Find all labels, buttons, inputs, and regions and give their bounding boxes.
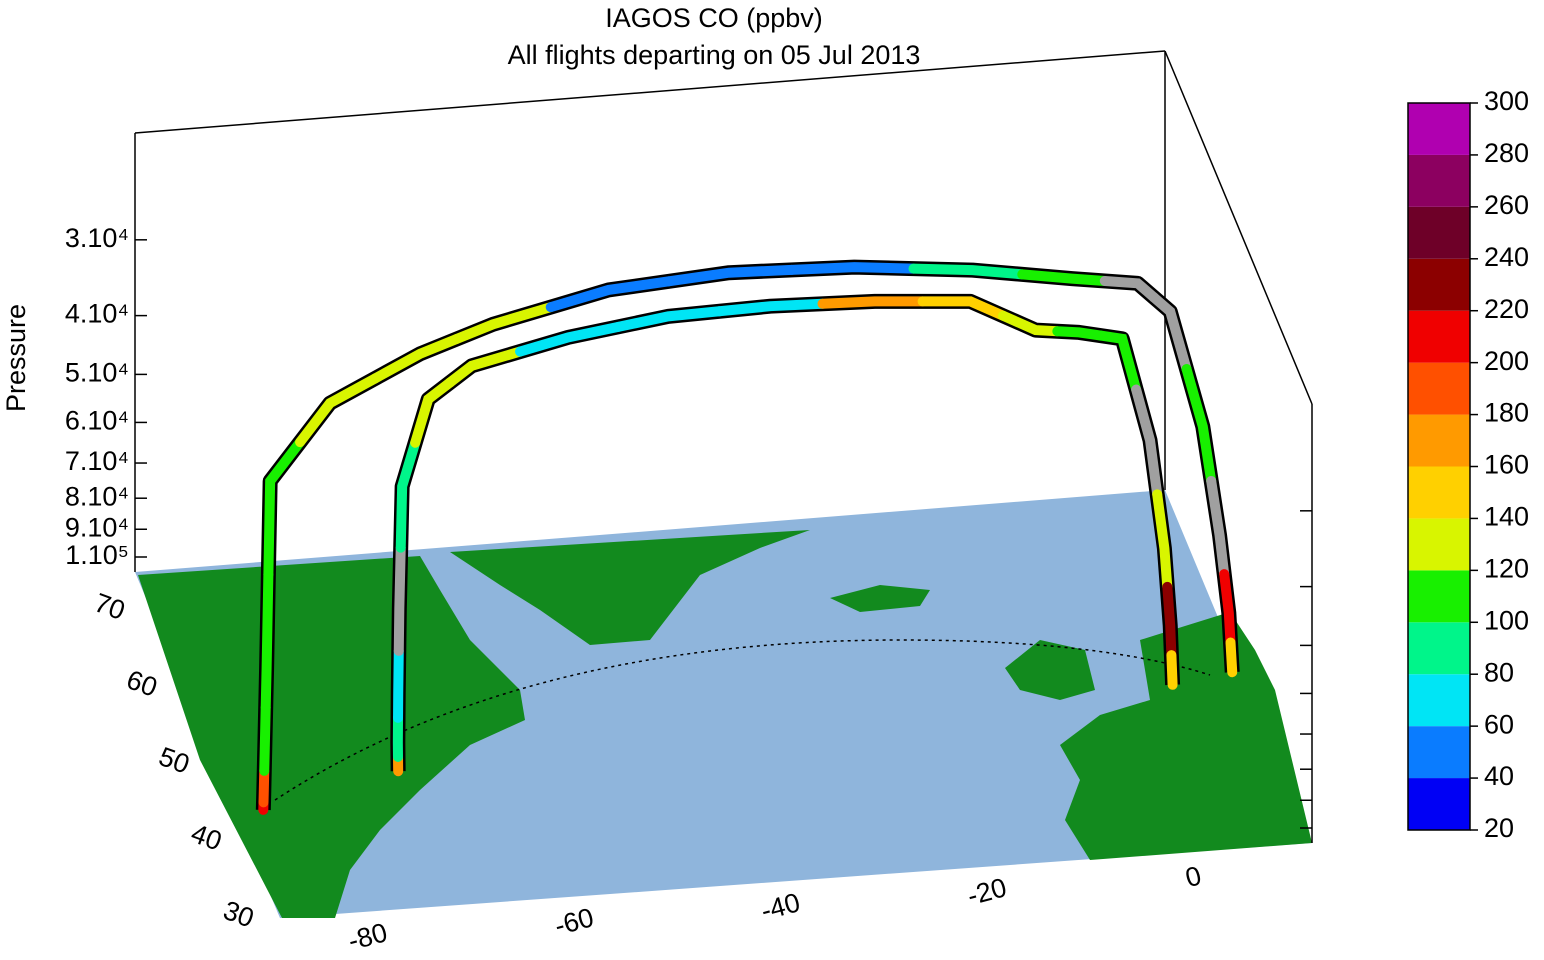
- flight-segment: [398, 651, 399, 718]
- colorbar-tick-label: 240: [1484, 242, 1529, 272]
- flight-segment: [1171, 655, 1172, 685]
- z-tick-label: 8.10⁴: [65, 481, 129, 511]
- lat-tick-label: 50: [155, 741, 193, 779]
- lon-tick-label: -20: [964, 872, 1009, 911]
- colorbar-cell: [1408, 415, 1470, 467]
- colorbar-tick-label: 280: [1484, 138, 1529, 168]
- colorbar-tick-label: 100: [1484, 605, 1529, 635]
- colorbar-cell: [1408, 259, 1470, 311]
- map: [135, 490, 1312, 918]
- lat-tick-label: 30: [219, 895, 257, 933]
- colorbar-tick-label: 300: [1484, 86, 1529, 116]
- flight-segment: [1022, 274, 1105, 281]
- lon-tick-label: -40: [758, 887, 803, 926]
- flight-segment: [1224, 574, 1230, 642]
- z-tick-label: 5.10⁴: [65, 358, 129, 388]
- flight-segment: [264, 707, 265, 770]
- z-axis-label: Pressure: [1, 304, 31, 412]
- lat-tick-label: 70: [91, 587, 129, 625]
- flight-segment: [300, 378, 375, 442]
- colorbar-cell: [1408, 207, 1470, 259]
- flight-segment: [415, 383, 450, 443]
- flight-segment: [792, 267, 914, 270]
- colorbar-tick-label: 200: [1484, 346, 1529, 376]
- colorbar-cell: [1408, 363, 1470, 415]
- flight-segment: [399, 548, 401, 651]
- colorbar-cell: [1408, 518, 1470, 570]
- colorbar-cell: [1408, 311, 1470, 363]
- lon-tick-label: -60: [551, 902, 596, 941]
- colorbar: 20 40 60 80 100 120 140 160 180 200 220 240 260 280 30…: [1408, 86, 1529, 843]
- colorbar-tick-label: 120: [1484, 553, 1529, 583]
- lon-tick-label: 0: [1182, 860, 1204, 893]
- colorbar-cell: [1408, 622, 1470, 674]
- flight-segment: [375, 339, 456, 378]
- colorbar-tick-label: 260: [1484, 190, 1529, 220]
- colorbar-cell: [1408, 155, 1470, 207]
- colorbar-tick-label: 160: [1484, 450, 1529, 480]
- flight-segment: [268, 442, 300, 574]
- flight-segment: [1057, 331, 1100, 335]
- lat-tick-label: 40: [187, 818, 225, 856]
- z-tick-label: 3.10⁴: [65, 223, 129, 253]
- colorbar-tick-label: 60: [1484, 709, 1514, 739]
- chart-title: IAGOS CO (ppbv): [605, 3, 823, 33]
- z-tick-label: 6.10⁴: [65, 406, 129, 436]
- flight-segment: [1231, 643, 1233, 673]
- colorbar-cell: [1408, 103, 1470, 155]
- colorbar-cell: [1408, 726, 1470, 778]
- colorbar-tick-label: 80: [1484, 657, 1514, 687]
- flight-segment: [457, 307, 551, 339]
- colorbar-tick-label: 40: [1484, 761, 1514, 791]
- colorbar-cell: [1408, 778, 1470, 830]
- z-tick-label: 4.10⁴: [65, 299, 129, 329]
- colorbar-tick-label: 220: [1484, 294, 1529, 324]
- colorbar-cell: [1408, 467, 1470, 519]
- flight-segment: [266, 575, 269, 708]
- colorbar-tick-label: 140: [1484, 502, 1529, 532]
- z-tick-label: 7.10⁴: [65, 446, 129, 476]
- colorbar-tick-label: 20: [1484, 813, 1514, 843]
- flight-segment: [913, 269, 1022, 275]
- lat-tick-label: 60: [123, 664, 161, 702]
- colorbar-tick-label: 180: [1484, 398, 1529, 428]
- flight-segment: [823, 301, 923, 303]
- z-tick-label: 1.10⁵: [65, 540, 129, 570]
- colorbar-cell: [1408, 570, 1470, 622]
- flight-segment: [1167, 587, 1171, 655]
- colorbar-cell: [1408, 674, 1470, 726]
- lon-tick-label: -80: [345, 917, 390, 955]
- chart-subtitle: All flights departing on 05 Jul 2013: [508, 40, 921, 70]
- z-tick-label: 9.10⁴: [65, 512, 129, 542]
